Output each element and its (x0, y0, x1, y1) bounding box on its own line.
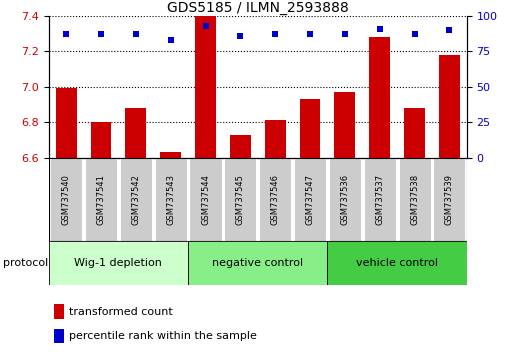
Point (410, 32, 419, 37)
Bar (125, 108, 146, 158)
Bar (154, 158, 187, 241)
Bar (49, 241, 188, 285)
Text: protocol: protocol (3, 258, 48, 268)
Bar (369, 37, 390, 158)
Bar (259, 158, 291, 241)
Point (62, 32, 70, 37)
Bar (265, 120, 286, 158)
Text: GSM737544: GSM737544 (201, 174, 210, 224)
Point (236, 33, 245, 39)
Text: vehicle control: vehicle control (356, 258, 438, 268)
Text: Wig-1 depletion: Wig-1 depletion (74, 258, 162, 268)
Point (341, 32, 349, 37)
Text: GSM737542: GSM737542 (131, 174, 141, 224)
Point (306, 32, 314, 37)
Bar (364, 158, 396, 241)
Bar (90, 122, 111, 158)
Text: GSM737546: GSM737546 (271, 173, 280, 225)
Point (202, 23, 210, 29)
Bar (230, 135, 251, 158)
Point (167, 37, 175, 43)
Text: percentile rank within the sample: percentile rank within the sample (69, 331, 257, 341)
Bar (404, 108, 425, 158)
Point (132, 32, 140, 37)
Bar (85, 158, 117, 241)
Bar (189, 158, 222, 241)
Bar (195, 16, 216, 158)
Bar (439, 55, 460, 158)
Point (445, 27, 453, 33)
Bar (224, 158, 256, 241)
Text: transformed count: transformed count (69, 307, 173, 316)
Text: negative control: negative control (212, 258, 303, 268)
Bar (120, 158, 152, 241)
Text: GSM737545: GSM737545 (236, 174, 245, 224)
Bar (433, 158, 465, 241)
Point (97, 32, 105, 37)
Text: GSM737543: GSM737543 (166, 173, 175, 225)
Bar (294, 158, 326, 241)
Title: GDS5185 / ILMN_2593888: GDS5185 / ILMN_2593888 (167, 1, 349, 15)
Text: GSM737536: GSM737536 (341, 173, 349, 225)
Bar (329, 158, 361, 241)
Point (271, 32, 279, 37)
Text: GSM737541: GSM737541 (96, 174, 106, 224)
Text: GSM737538: GSM737538 (410, 173, 419, 225)
Text: GSM737540: GSM737540 (62, 174, 71, 224)
Point (376, 26, 384, 32)
Text: GSM737537: GSM737537 (375, 173, 384, 225)
Text: GSM737539: GSM737539 (445, 173, 454, 225)
Bar (160, 152, 181, 158)
Bar (327, 241, 467, 285)
Bar (188, 241, 327, 285)
Bar (50, 158, 82, 241)
Bar (399, 158, 430, 241)
Bar (300, 99, 321, 158)
Text: GSM737547: GSM737547 (306, 173, 314, 225)
Bar (56, 88, 76, 158)
Bar (334, 92, 356, 158)
